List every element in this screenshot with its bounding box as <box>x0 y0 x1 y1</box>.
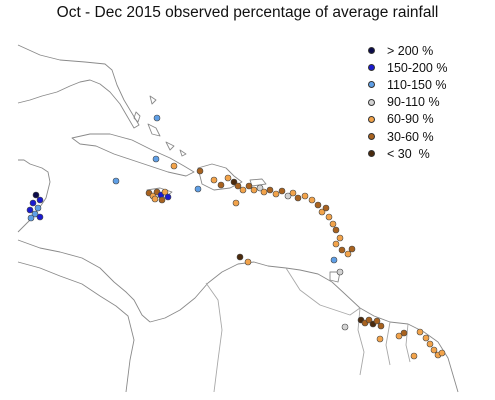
station-point <box>31 210 39 218</box>
station-point <box>151 195 159 203</box>
legend-item: < 30 % <box>368 145 447 162</box>
legend-label: 90-110 % <box>387 95 440 110</box>
station-point <box>236 253 244 261</box>
station-point <box>232 199 240 207</box>
station-point <box>308 196 316 204</box>
station-point <box>217 181 225 189</box>
station-point <box>250 186 258 194</box>
station-point <box>112 177 120 185</box>
station-point <box>289 189 297 197</box>
legend-swatch <box>368 47 375 55</box>
observation-stations <box>26 114 446 360</box>
station-point <box>224 174 232 182</box>
station-point <box>194 185 202 193</box>
legend-swatch <box>368 133 375 141</box>
station-point <box>284 192 292 200</box>
station-point <box>377 322 385 330</box>
station-point <box>348 245 356 253</box>
legend-item: 110-150 % <box>368 76 447 93</box>
station-point <box>34 204 42 212</box>
legend-swatch <box>368 64 375 72</box>
station-point <box>322 204 330 212</box>
station-point <box>29 199 37 207</box>
station-point <box>325 213 333 221</box>
station-point <box>330 256 338 264</box>
station-point <box>373 317 381 325</box>
station-point <box>341 323 349 331</box>
station-point <box>329 220 337 228</box>
station-point <box>27 214 35 222</box>
station-point <box>260 188 268 196</box>
legend-label: 30-60 % <box>387 129 434 144</box>
station-point <box>278 187 286 195</box>
legend-item: 90-110 % <box>368 94 447 111</box>
legend-label: 110-150 % <box>387 77 447 92</box>
station-point <box>318 208 326 216</box>
station-point <box>266 186 274 194</box>
coastlines <box>17 44 459 393</box>
legend-item: > 200 % <box>368 42 447 59</box>
station-point <box>152 155 160 163</box>
station-point <box>272 190 280 198</box>
station-point <box>230 178 238 186</box>
station-point <box>36 196 44 204</box>
station-point <box>336 234 344 242</box>
station-point <box>245 182 253 190</box>
station-point <box>256 184 264 192</box>
legend-label: > 200 % <box>387 43 434 58</box>
legend-item: 150-200 % <box>368 59 447 76</box>
station-point <box>196 167 204 175</box>
station-point <box>158 196 166 204</box>
station-point <box>426 340 434 348</box>
station-point <box>344 250 352 258</box>
station-point <box>332 226 340 234</box>
legend-swatch <box>368 115 375 123</box>
station-point <box>234 182 242 190</box>
station-point <box>430 346 438 354</box>
legend-item: 60-90 % <box>368 111 447 128</box>
station-point <box>395 332 403 340</box>
station-point <box>301 192 309 200</box>
station-point <box>244 258 252 266</box>
station-point <box>210 176 218 184</box>
station-point <box>26 206 34 214</box>
station-point <box>338 246 346 254</box>
station-point <box>416 328 424 336</box>
station-point <box>314 201 322 209</box>
station-point <box>294 194 302 202</box>
station-point <box>164 193 172 201</box>
station-point <box>32 191 40 199</box>
station-point <box>161 188 169 196</box>
station-point <box>438 349 446 357</box>
legend-swatch <box>368 150 375 158</box>
legend-label: < 30 % <box>387 146 430 161</box>
station-point <box>410 352 418 360</box>
station-point <box>376 335 384 343</box>
station-point <box>365 316 373 324</box>
legend-swatch <box>368 81 375 89</box>
station-point <box>332 240 340 248</box>
legend-label: 60-90 % <box>387 112 434 127</box>
station-point <box>400 329 408 337</box>
legend-label: 150-200 % <box>387 60 448 75</box>
legend: > 200 % 150-200 % 110-150 % 90-110 % 60-… <box>368 42 447 162</box>
station-point <box>239 186 247 194</box>
map-title: Oct - Dec 2015 observed percentage of av… <box>56 4 439 21</box>
station-point <box>336 268 344 276</box>
legend-item: 30-60 % <box>368 128 447 145</box>
station-point <box>422 334 430 342</box>
station-point <box>153 114 161 122</box>
station-point <box>36 213 44 221</box>
station-point <box>170 162 178 170</box>
legend-swatch <box>368 98 375 106</box>
